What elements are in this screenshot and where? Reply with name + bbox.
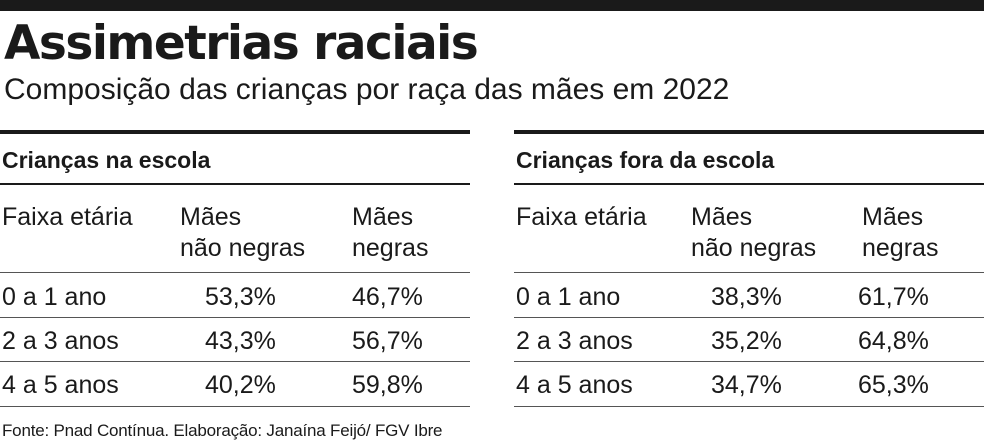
- row-divider: [514, 361, 984, 362]
- row-divider: [514, 406, 984, 407]
- col-head-line: Faixa etária: [2, 203, 133, 231]
- table-cell: 4 a 5 anos: [516, 371, 633, 399]
- table-cell: 59,8%: [352, 371, 423, 399]
- col-head-line: negras: [862, 234, 939, 262]
- table-top-rule: [0, 130, 470, 134]
- row-divider: [0, 361, 470, 362]
- col-head-faixa: Faixa etária: [2, 202, 133, 233]
- col-head-line: negras: [352, 234, 429, 262]
- table-out-of-school: Crianças fora da escola Faixa etária Mãe…: [514, 130, 984, 408]
- chart-subtitle: Composição das crianças por raça das mãe…: [4, 73, 730, 106]
- col-head-line: não negras: [691, 234, 817, 262]
- col-head-negras: Mães negras: [862, 202, 938, 264]
- table-cell: 64,8%: [858, 327, 929, 355]
- table-title: Crianças na escola: [2, 147, 211, 173]
- table-title-rule: [0, 183, 470, 185]
- table-in-school: Crianças na escola Faixa etária Mães não…: [0, 130, 470, 408]
- col-head-nao-negras: Mães não negras: [180, 202, 305, 264]
- row-divider: [0, 406, 470, 407]
- table-cell: 53,3%: [205, 283, 276, 311]
- table-cell: 56,7%: [352, 327, 423, 355]
- row-divider: [0, 272, 470, 273]
- row-divider: [0, 317, 470, 318]
- col-head-line: Faixa etária: [516, 203, 647, 231]
- col-head-line: Mães: [352, 203, 414, 231]
- col-head-faixa: Faixa etária: [516, 202, 647, 233]
- table-cell: 4 a 5 anos: [2, 371, 119, 399]
- table-title: Crianças fora da escola: [516, 147, 775, 173]
- table-top-rule: [514, 130, 984, 134]
- table-cell: 2 a 3 anos: [516, 327, 633, 355]
- table-cell: 2 a 3 anos: [2, 327, 119, 355]
- col-head-line: não negras: [180, 234, 306, 262]
- table-cell: 40,2%: [205, 371, 276, 399]
- row-divider: [514, 317, 984, 318]
- table-cell: 0 a 1 ano: [516, 283, 621, 311]
- row-divider: [514, 272, 984, 273]
- col-head-line: Mães: [862, 203, 924, 231]
- top-bar: [0, 0, 984, 11]
- table-cell: 38,3%: [711, 283, 782, 311]
- source-note: Fonte: Pnad Contínua. Elaboração: Janaín…: [2, 421, 443, 440]
- col-head-negras: Mães negras: [352, 202, 428, 264]
- chart-title: Assimetrias raciais: [4, 16, 479, 71]
- table-cell: 43,3%: [205, 327, 276, 355]
- table-cell: 61,7%: [858, 283, 929, 311]
- table-cell: 34,7%: [711, 371, 782, 399]
- col-head-line: Mães: [691, 203, 753, 231]
- table-title-rule: [514, 183, 984, 185]
- table-cell: 35,2%: [711, 327, 782, 355]
- table-cell: 0 a 1 ano: [2, 283, 107, 311]
- col-head-line: Mães: [180, 203, 242, 231]
- col-head-nao-negras: Mães não negras: [691, 202, 816, 264]
- table-cell: 46,7%: [352, 283, 423, 311]
- table-cell: 65,3%: [858, 371, 929, 399]
